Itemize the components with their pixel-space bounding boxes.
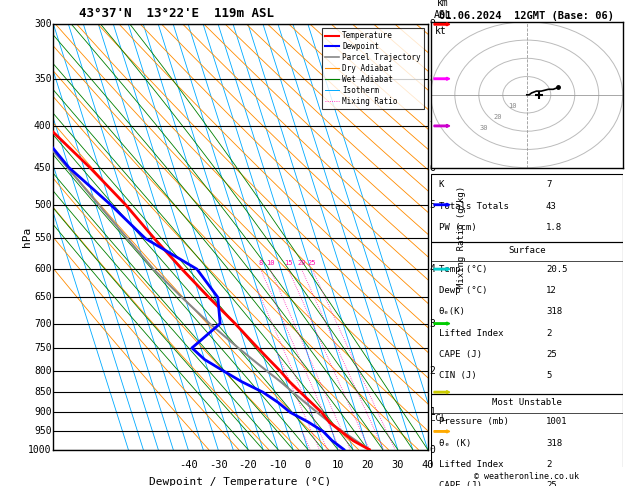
- Text: © weatheronline.co.uk: © weatheronline.co.uk: [474, 472, 579, 481]
- Text: 12: 12: [546, 286, 557, 295]
- Text: 5: 5: [430, 200, 435, 210]
- Text: 10: 10: [331, 460, 344, 470]
- Text: 6: 6: [430, 162, 435, 173]
- Text: 900: 900: [34, 407, 52, 417]
- Text: 2: 2: [430, 366, 435, 376]
- Text: 20: 20: [362, 460, 374, 470]
- Text: 650: 650: [34, 293, 52, 302]
- Text: -30: -30: [209, 460, 228, 470]
- Text: 1001: 1001: [546, 417, 567, 426]
- Text: -20: -20: [238, 460, 257, 470]
- Text: 5: 5: [546, 371, 552, 380]
- Text: 700: 700: [34, 318, 52, 329]
- Text: 8: 8: [259, 260, 263, 266]
- Text: 1000: 1000: [28, 445, 52, 454]
- Text: 25: 25: [546, 350, 557, 359]
- Text: Totals Totals: Totals Totals: [438, 202, 508, 210]
- Text: Temp (°C): Temp (°C): [438, 265, 487, 274]
- Text: 2: 2: [546, 329, 552, 338]
- Text: 8: 8: [430, 74, 435, 84]
- Text: Most Unstable: Most Unstable: [492, 399, 562, 407]
- Text: 750: 750: [34, 343, 52, 353]
- Text: -40: -40: [179, 460, 198, 470]
- Text: Dewpoint / Temperature (°C): Dewpoint / Temperature (°C): [150, 477, 331, 486]
- Text: 9: 9: [430, 19, 435, 29]
- Text: 43: 43: [546, 202, 557, 210]
- Text: 10: 10: [508, 103, 516, 109]
- Text: 800: 800: [34, 366, 52, 376]
- Text: 1.8: 1.8: [546, 223, 562, 232]
- Text: 2: 2: [546, 460, 552, 469]
- Text: 4: 4: [430, 264, 435, 274]
- Text: Surface: Surface: [508, 246, 545, 255]
- Bar: [431, 394, 623, 486]
- Text: LCL: LCL: [430, 415, 446, 423]
- Text: 15: 15: [284, 260, 292, 266]
- Text: 20: 20: [298, 260, 306, 266]
- Text: 1: 1: [430, 407, 435, 417]
- Text: 950: 950: [34, 426, 52, 436]
- Text: -10: -10: [269, 460, 287, 470]
- Text: CAPE (J): CAPE (J): [438, 481, 482, 486]
- Text: 20: 20: [494, 114, 502, 120]
- Text: 3: 3: [430, 318, 435, 329]
- Text: Mixing Ratio (g/kg): Mixing Ratio (g/kg): [457, 186, 466, 288]
- Text: Lifted Index: Lifted Index: [438, 460, 503, 469]
- Text: 25: 25: [546, 481, 557, 486]
- Text: 450: 450: [34, 162, 52, 173]
- Text: 550: 550: [34, 233, 52, 243]
- Bar: [431, 174, 623, 242]
- Text: kt: kt: [435, 26, 447, 36]
- Legend: Temperature, Dewpoint, Parcel Trajectory, Dry Adiabat, Wet Adiabat, Isotherm, Mi: Temperature, Dewpoint, Parcel Trajectory…: [322, 28, 424, 109]
- Text: 40: 40: [421, 460, 434, 470]
- Text: Lifted Index: Lifted Index: [438, 329, 503, 338]
- Text: 30: 30: [391, 460, 404, 470]
- Text: Dewp (°C): Dewp (°C): [438, 286, 487, 295]
- Text: 10: 10: [266, 260, 274, 266]
- Text: 600: 600: [34, 264, 52, 274]
- Text: 850: 850: [34, 387, 52, 397]
- Text: θₑ (K): θₑ (K): [438, 439, 470, 448]
- Text: 43°37'N  13°22'E  119m ASL: 43°37'N 13°22'E 119m ASL: [79, 7, 274, 20]
- Text: K: K: [438, 180, 444, 190]
- Text: hPa: hPa: [22, 227, 32, 247]
- Text: 300: 300: [34, 19, 52, 29]
- Text: 7: 7: [430, 121, 435, 131]
- Text: 500: 500: [34, 200, 52, 210]
- Text: 400: 400: [34, 121, 52, 131]
- Text: 318: 318: [546, 307, 562, 316]
- Bar: [431, 242, 623, 394]
- Text: PW (cm): PW (cm): [438, 223, 476, 232]
- Text: km
ASL: km ASL: [434, 0, 452, 20]
- Text: θₑ(K): θₑ(K): [438, 307, 465, 316]
- Text: 20.5: 20.5: [546, 265, 567, 274]
- Text: 25: 25: [308, 260, 316, 266]
- Text: 318: 318: [546, 439, 562, 448]
- Text: CIN (J): CIN (J): [438, 371, 476, 380]
- Text: 0: 0: [430, 445, 435, 454]
- Text: 0: 0: [305, 460, 311, 470]
- Text: 7: 7: [546, 180, 552, 190]
- Text: Pressure (mb): Pressure (mb): [438, 417, 508, 426]
- Text: 30: 30: [479, 124, 488, 131]
- Text: 350: 350: [34, 74, 52, 84]
- Text: 01.06.2024  12GMT (Base: 06): 01.06.2024 12GMT (Base: 06): [439, 11, 615, 21]
- Text: CAPE (J): CAPE (J): [438, 350, 482, 359]
